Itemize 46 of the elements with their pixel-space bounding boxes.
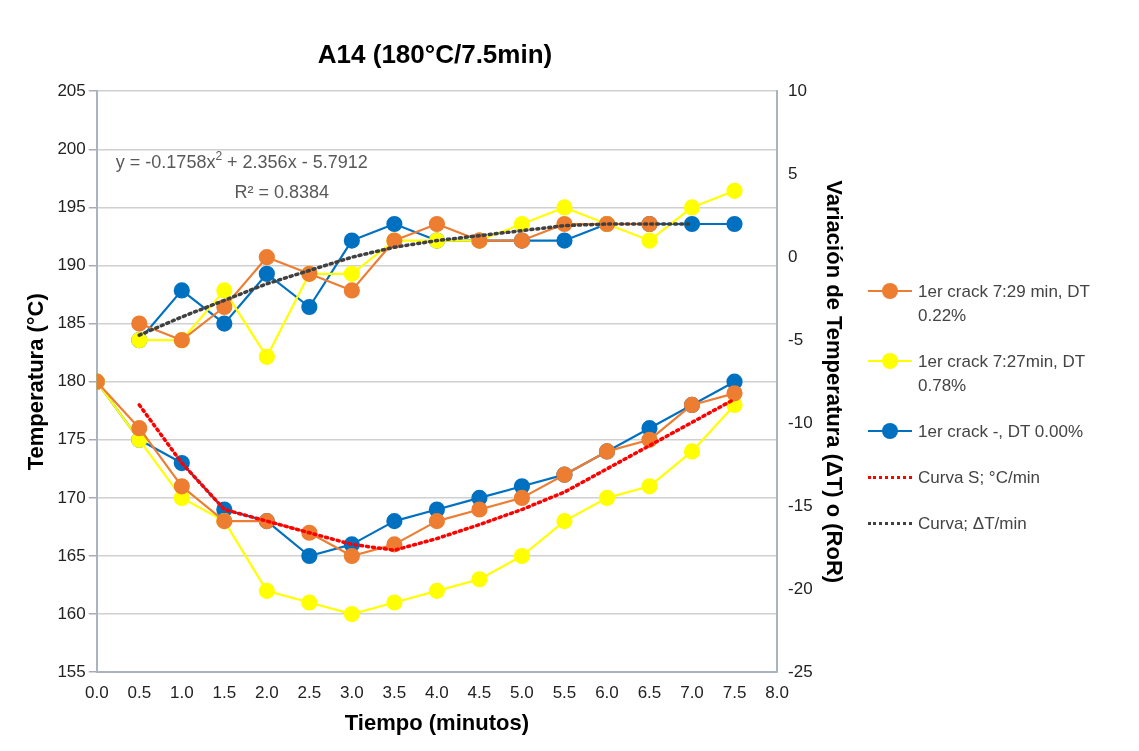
y2-tick-label: -25: [788, 661, 813, 681]
x-tick-label: 4.5: [467, 683, 492, 703]
y-tick-label: 190: [57, 255, 86, 275]
y-tick-label: 175: [57, 429, 86, 449]
x-tick-label: 2.0: [255, 683, 279, 703]
x-tick-label: 6.5: [637, 683, 662, 703]
legend-label: Curva S; °C/min: [918, 467, 1041, 489]
x-tick-label: 3.5: [382, 683, 407, 703]
y2-tick-label: 0: [788, 246, 798, 266]
x-tick-label: 1.0: [169, 683, 194, 703]
annotation: R² = 0.8384: [234, 182, 330, 203]
legend-label: 1er crack -, DT 0.00%: [918, 421, 1084, 443]
x-tick-label: 3.0: [340, 683, 364, 703]
x-tick-label: 2.5: [297, 683, 322, 703]
y-tick-label: 170: [57, 487, 86, 507]
legend-label: 1er crack 7:27min, DT 0.78%: [918, 351, 1086, 397]
y-tick-label: 195: [57, 197, 86, 217]
y-tick-label: 205: [57, 80, 86, 100]
x-tick-label: 7.0: [680, 683, 704, 703]
x-tick-label: 6.0: [595, 683, 619, 703]
x-tick-label: 1.5: [212, 683, 237, 703]
y2-axis-title: Variación de Temperatura (ΔT) o (RoR): [821, 180, 847, 584]
x-tick-label: 0.0: [84, 683, 109, 703]
x-tick-label: 0.5: [127, 683, 152, 703]
y2-tick-label: -15: [788, 495, 813, 515]
y-tick-label: 160: [57, 603, 86, 623]
x-tick-label: 7.5: [722, 683, 747, 703]
y2-tick-label: 5: [788, 163, 798, 183]
y-axis-title: Temperatura (°C): [23, 293, 49, 471]
y2-tick-label: -5: [788, 329, 804, 349]
y-tick-label: 180: [57, 371, 86, 391]
y2-tick-label: 10: [788, 80, 807, 100]
x-tick-label: 5.0: [510, 683, 534, 703]
legend-label: 1er crack 7:29 min, DT 0.22%: [918, 281, 1091, 327]
legend-label: Curva; ΔT/min: [918, 513, 1027, 535]
x-tick-label: 8.0: [765, 683, 789, 703]
y2-tick-label: -10: [788, 412, 813, 432]
chart-title: A14 (180°C/7.5min): [317, 38, 553, 69]
y-tick-label: 185: [57, 313, 86, 333]
y-tick-label: 200: [57, 138, 86, 158]
y2-tick-label: -20: [788, 578, 813, 598]
x-tick-label: 4.0: [425, 683, 449, 703]
x-axis-title: Tiempo (minutos): [344, 709, 529, 735]
x-tick-label: 5.5: [552, 683, 577, 703]
y-tick-label: 165: [57, 545, 86, 565]
y-tick-label: 155: [57, 661, 86, 681]
